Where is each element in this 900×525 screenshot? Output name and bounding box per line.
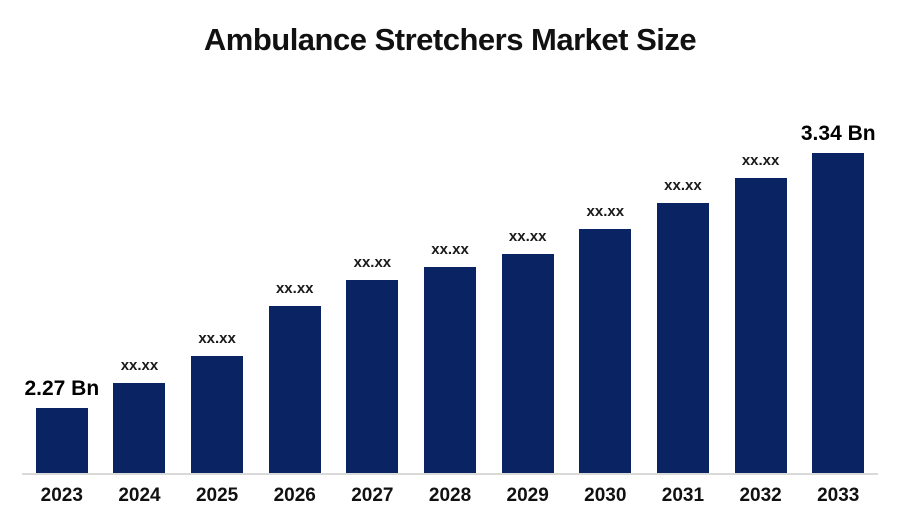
- bar-value-label: xx.xx: [586, 203, 625, 220]
- x-tick-label: 2028: [428, 485, 472, 506]
- bar: [501, 254, 554, 474]
- x-tick-label: 2029: [506, 485, 549, 506]
- x-axis-line: [22, 473, 878, 475]
- bar-value-label: xx.xx: [198, 330, 236, 347]
- x-tick-label: 2032: [739, 485, 782, 506]
- bar: [656, 203, 709, 474]
- bar-value-label: 2.27 Bn: [24, 377, 100, 400]
- x-tick-label: 2023: [40, 485, 83, 506]
- bar-column-2030: xx.xx: [566, 203, 644, 474]
- bar: [579, 229, 632, 474]
- bar-value-label: 3.34 Bn: [800, 122, 876, 145]
- bar-column-2031: xx.xx: [644, 177, 722, 474]
- bar-column-2027: xx.xx: [334, 254, 412, 474]
- bar-value-label: xx.xx: [664, 177, 702, 194]
- bar-value-label: xx.xx: [431, 241, 469, 258]
- bar: [424, 267, 477, 474]
- x-tick-label: 2033: [817, 485, 860, 506]
- bar-value-label: xx.xx: [741, 152, 780, 169]
- x-tick-label: 2025: [195, 485, 239, 506]
- bar: [812, 153, 865, 474]
- bar-column-2026: xx.xx: [256, 280, 334, 474]
- bar-column-2025: xx.xx: [178, 330, 256, 474]
- x-tick-label: 2027: [351, 485, 394, 506]
- bar: [35, 408, 88, 474]
- x-tick-label: 2026: [273, 485, 316, 506]
- bar-column-2029: xx.xx: [489, 228, 567, 474]
- bar: [191, 356, 244, 474]
- bar-column-2024: xx.xx: [101, 357, 179, 474]
- bar-value-label: xx.xx: [120, 357, 159, 374]
- x-tick-label: 2031: [661, 485, 705, 506]
- bar-value-label: xx.xx: [508, 228, 547, 245]
- x-tick-label: 2024: [118, 485, 161, 506]
- x-axis-labels: 2023 2024 2025 2026 2027 2028 2029 2030 2031 2032…: [23, 485, 877, 507]
- bar-column-2032: xx.xx: [722, 152, 800, 474]
- bars-container: 2.27 Bn xx.xx xx.xx xx.xx xx.xx xx.xx xx.xx xx.…: [23, 122, 877, 474]
- bar: [346, 280, 399, 474]
- bar: [268, 306, 321, 474]
- bar-column-2033: 3.34 Bn: [799, 122, 877, 474]
- bar: [113, 383, 166, 474]
- bar: [734, 178, 787, 474]
- bar-column-2028: xx.xx: [411, 241, 489, 474]
- bar-value-label: xx.xx: [275, 280, 314, 297]
- bar-column-2023: 2.27 Bn: [23, 377, 101, 474]
- chart-title: Ambulance Stretchers Market Size: [203, 22, 697, 57]
- bar-value-label: xx.xx: [353, 254, 392, 271]
- x-tick-label: 2030: [584, 485, 627, 506]
